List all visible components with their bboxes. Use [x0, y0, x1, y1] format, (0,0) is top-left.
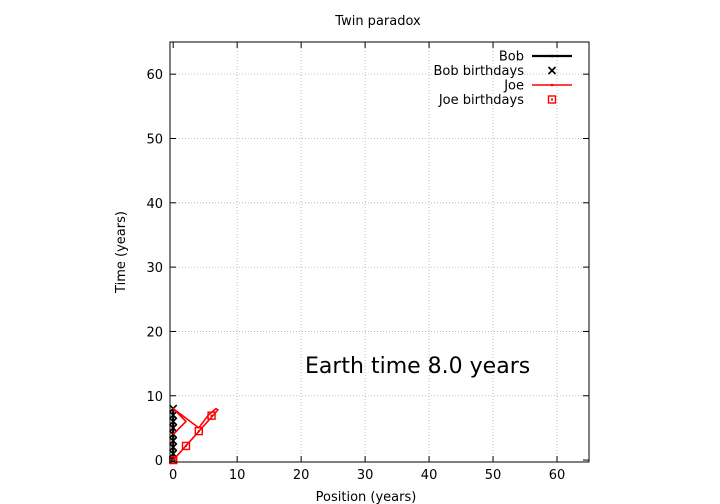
series-bob-birthdays-point	[169, 417, 178, 426]
legend-label-bob: Bob	[499, 50, 524, 65]
y-tick-label: 30	[146, 261, 163, 276]
x-tick-label: 40	[421, 468, 438, 483]
series-layer	[168, 404, 219, 465]
legend-label-bob-birthdays: Bob birthdays	[434, 64, 525, 79]
plot-frame	[169, 41, 590, 463]
x-tick-label: 20	[293, 468, 310, 483]
legend-label-joe: Joe	[503, 79, 524, 94]
series-joe-birthdays-point	[181, 441, 191, 451]
series-joe-birthdays-point	[207, 411, 216, 420]
x-tick-label: 30	[357, 468, 374, 483]
legend-swatch-bob-birthdays	[547, 66, 557, 75]
y-tick-label: 50	[146, 132, 163, 147]
x-tick-label: 60	[549, 468, 566, 483]
series-bob-birthdays-point	[169, 443, 178, 452]
series-joe-birthdays-point	[194, 426, 203, 436]
grid	[170, 42, 589, 462]
series-bob-birthdays-point	[169, 410, 178, 420]
x-tick-label: 10	[229, 468, 246, 483]
annotation-earth-time: Earth time 8.0 years	[305, 354, 530, 379]
y-tick-label: 10	[146, 390, 163, 405]
x-tick-label: 0	[169, 468, 177, 483]
legend-label-joe-birthdays: Joe birthdays	[438, 93, 524, 108]
x-axis-label: Position (years)	[316, 490, 417, 504]
y-tick-label: 40	[146, 197, 163, 212]
legend-swatch-dot-bob	[550, 54, 554, 58]
chart-title: Twin paradox	[334, 14, 421, 29]
series-bob-birthdays-point	[169, 423, 178, 432]
legend-swatch-joe-birthdays	[547, 95, 557, 104]
legend-swatch-dot-joe	[550, 83, 554, 87]
x-tick-label: 50	[485, 468, 502, 483]
series-bob-birthdays-point	[169, 436, 178, 445]
y-tick-label: 0	[155, 454, 163, 469]
y-tick-label: 60	[146, 68, 163, 83]
axes: 0 10 20 30 40 50 60 0 10 20 30 40 50 60	[146, 42, 589, 483]
y-axis-label: Time (years)	[114, 211, 129, 294]
y-tick-label: 20	[146, 325, 163, 340]
